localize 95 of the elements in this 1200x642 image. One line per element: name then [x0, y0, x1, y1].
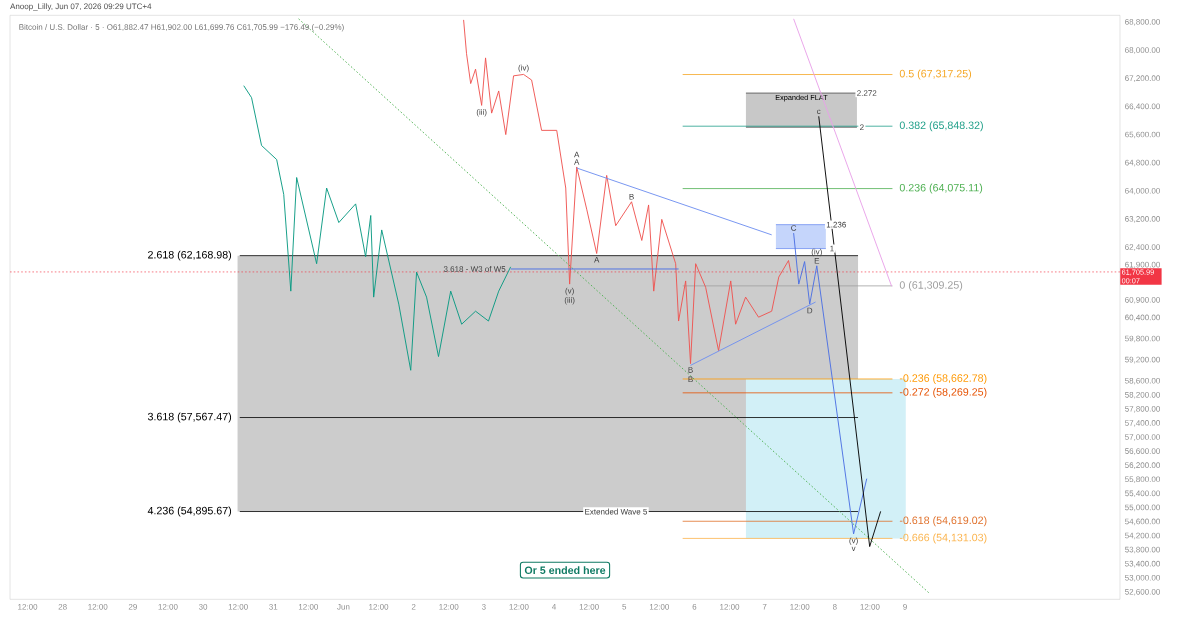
y-tick-label: 57,000.00 [1125, 434, 1160, 441]
annotation: B [629, 194, 634, 200]
annotation: C [791, 225, 797, 231]
x-tick-label: 12:00 [228, 604, 248, 610]
x-tick-label: 2 [411, 604, 416, 610]
ref-line-label: 0.236 (64,075.11) [899, 183, 983, 194]
ref-line-label: -0.236 (58,662.78) [899, 374, 987, 384]
x-tick-label: 29 [128, 604, 137, 610]
annotation: (iii) [476, 108, 487, 117]
annotation: v [851, 546, 856, 552]
x-tick-label: 12:00 [649, 604, 670, 610]
y-tick-label: 61,900.00 [1125, 261, 1160, 269]
y-tick-label: 64,000.00 [1125, 187, 1160, 195]
x-tick-label: 12:00 [860, 604, 880, 610]
annotation: A [574, 159, 580, 165]
x-tick-label: 12:00 [369, 604, 389, 610]
annotation: c [817, 109, 821, 115]
annotation: 2.272 [857, 90, 877, 96]
y-tick-label: 54,600.00 [1125, 518, 1160, 526]
y-tick-label: 57,800.00 [1125, 406, 1160, 413]
y-tick-label: 65,600.00 [1125, 131, 1160, 139]
x-tick-label: 30 [198, 604, 208, 610]
x-tick-label: 31 [269, 604, 278, 610]
chart-title: Anoop_Lilly, Jun 07, 2026 09:29 UTC+4 [10, 3, 152, 11]
annotation: 1 [830, 245, 834, 252]
line-series [793, 232, 868, 535]
annotation: A [574, 151, 580, 158]
annotation: 3.618 - W3 of W5 [443, 266, 506, 272]
annotation: A [594, 257, 600, 263]
x-tick-label: 12:00 [720, 604, 740, 610]
annotation: B [688, 367, 693, 373]
ref-line-label: 0.382 (65,848.32) [899, 121, 983, 132]
y-tick-label: 60,900.00 [1125, 296, 1160, 304]
annotation: (v) [565, 287, 574, 296]
y-tick-label: 52,600.00 [1125, 588, 1160, 596]
ref-line-label: -0.666 (54,131.03) [899, 533, 987, 544]
x-tick-label: Jun [337, 604, 350, 610]
y-tick-label: 68,800.00 [1125, 19, 1160, 26]
y-tick-label: 55,800.00 [1125, 476, 1160, 484]
x-tick-label: 28 [58, 604, 67, 610]
y-tick-label: 54,200.00 [1125, 532, 1160, 540]
ref-line-label: -0.618 (54,619.02) [899, 516, 987, 527]
annotation: (v) [849, 537, 858, 545]
ref-line-label: 2.618 (62,168.98) [148, 250, 232, 261]
annotation: Extended Wave 5 [585, 508, 648, 515]
x-tick-label: 6 [692, 604, 697, 610]
annotation: (iii) [564, 297, 575, 305]
y-tick-label: 59,200.00 [1125, 356, 1160, 364]
ref-line-label: 0 (61,309.25) [899, 280, 963, 291]
y-tick-label: 57,400.00 [1125, 420, 1160, 427]
annotation: 2 [860, 124, 864, 130]
y-tick-label: 59,800.00 [1125, 335, 1160, 343]
y-tick-label: 55,000.00 [1125, 504, 1160, 512]
y-tick-label: 68,000.00 [1125, 47, 1160, 54]
annotation: B [688, 376, 693, 383]
x-tick-label: 7 [762, 604, 767, 610]
x-tick-label: 3 [481, 604, 486, 610]
x-tick-label: 12:00 [298, 604, 319, 610]
y-tick-label: 62,400.00 [1125, 244, 1160, 251]
x-tick-label: 12:00 [439, 604, 459, 610]
y-tick-label: 56,600.00 [1125, 448, 1160, 455]
y-tick-label: 64,800.00 [1125, 159, 1160, 167]
x-tick-label: 9 [903, 604, 907, 610]
y-tick-label: 58,600.00 [1125, 377, 1160, 385]
y-tick-label: 67,200.00 [1125, 75, 1160, 82]
y-tick-label: 63,200.00 [1125, 216, 1160, 223]
x-tick-label: 12:00 [88, 604, 108, 610]
ref-line-label: -0.272 (58,269.25) [899, 387, 987, 398]
y-tick-label: 53,800.00 [1125, 546, 1160, 554]
ref-line-label: 4.236 (54,895.67) [147, 506, 232, 517]
annotation: (iv) [518, 64, 529, 73]
annotation: Or 5 ended here [524, 566, 606, 575]
x-tick-label: 12:00 [509, 604, 529, 610]
x-tick-label: 12:00 [790, 604, 810, 610]
y-tick-label: 55,400.00 [1125, 490, 1160, 498]
y-tick-label: 56,200.00 [1125, 462, 1160, 469]
text: Bitcoin / U.S. Dollar · 5 · O61,882.47 H61,902.00 L61,699.76 C61,705.99 −176.49 (−0.29%) [19, 24, 344, 32]
x-tick-label: 12:00 [579, 604, 599, 610]
x-tick-label: 4 [552, 604, 557, 610]
annotation: 1.236 [826, 221, 846, 228]
ref-line-label: 0.5 (67,317.25) [899, 69, 972, 80]
y-tick-label: 58,200.00 [1125, 391, 1160, 399]
ref-line-label: 3.618 (57,567.47) [147, 412, 232, 423]
x-tick-label: 12:00 [18, 604, 38, 610]
annotation: D [807, 307, 813, 314]
y-tick-label: 53,400.00 [1125, 560, 1160, 568]
annotation: (iv) [811, 248, 822, 257]
y-tick-label: 66,400.00 [1125, 103, 1160, 111]
annotation: E [814, 258, 820, 264]
y-tick-label: 60,400.00 [1125, 314, 1160, 322]
line-series [243, 85, 512, 371]
x-tick-label: 8 [832, 604, 837, 610]
y-tick-label: 53,000.00 [1125, 574, 1160, 582]
x-tick-label: 5 [622, 604, 627, 610]
x-tick-label: 12:00 [158, 604, 178, 610]
